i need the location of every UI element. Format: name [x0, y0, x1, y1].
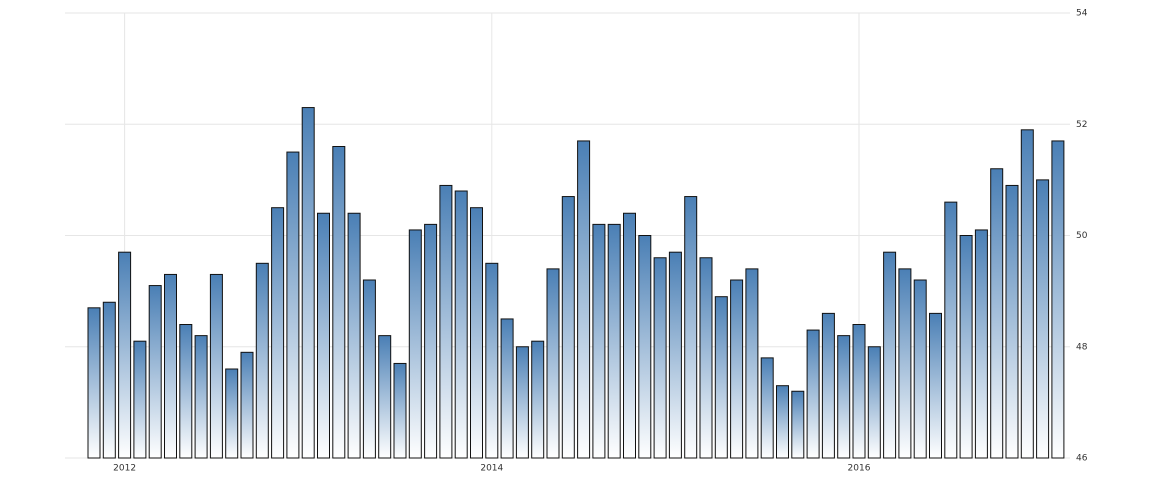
bar	[485, 262, 499, 459]
bar	[531, 340, 545, 459]
bar	[454, 190, 468, 459]
bar	[470, 207, 483, 459]
bar	[378, 335, 392, 459]
x-tick-label: 2014	[480, 464, 503, 474]
bar	[959, 235, 973, 459]
bar	[271, 207, 285, 459]
bar	[791, 390, 805, 459]
bar	[577, 140, 591, 459]
y-tick-label: 46	[1076, 454, 1088, 464]
bar	[118, 251, 132, 459]
bar	[714, 296, 728, 459]
bar	[776, 385, 789, 459]
bar	[1051, 140, 1065, 459]
bar	[286, 151, 300, 459]
bar	[592, 223, 606, 459]
bar	[806, 329, 820, 459]
bar	[821, 312, 835, 459]
bar	[974, 229, 988, 459]
bar	[362, 279, 376, 459]
bar	[317, 212, 330, 459]
y-tick-label: 52	[1076, 120, 1087, 130]
y-tick-label: 50	[1076, 231, 1088, 241]
bar	[347, 212, 361, 459]
bar	[500, 318, 514, 459]
bar	[913, 279, 927, 459]
bar	[898, 268, 912, 459]
bar	[837, 335, 851, 459]
bar	[209, 273, 223, 459]
bar	[102, 301, 116, 459]
bar	[164, 273, 177, 459]
bar	[194, 335, 208, 459]
bar	[408, 229, 422, 459]
bar	[684, 196, 698, 459]
bar	[179, 324, 193, 459]
bar	[225, 368, 239, 459]
bar	[760, 357, 774, 459]
bar	[745, 268, 759, 459]
bar	[883, 251, 897, 459]
bar	[852, 324, 866, 459]
y-tick-label: 54	[1076, 9, 1088, 19]
bar	[301, 107, 315, 459]
bar	[424, 223, 438, 459]
bar	[653, 257, 667, 459]
bar	[393, 362, 407, 459]
y-tick-label: 48	[1076, 342, 1088, 352]
bar	[1005, 184, 1019, 459]
bar	[638, 235, 652, 459]
bar	[944, 201, 958, 459]
bar	[668, 251, 682, 459]
bar	[623, 212, 636, 459]
bar	[561, 196, 575, 459]
bar	[87, 307, 101, 459]
bar	[255, 262, 269, 459]
bar	[332, 146, 346, 459]
bar	[240, 351, 254, 459]
bar	[439, 184, 453, 459]
bar	[133, 340, 147, 459]
bar	[730, 279, 744, 459]
x-tick-label: 2012	[113, 464, 136, 474]
bar	[546, 268, 560, 459]
bar	[929, 312, 942, 459]
bar	[1020, 129, 1034, 459]
x-tick-label: 2016	[848, 464, 871, 474]
bar	[867, 346, 881, 459]
bar	[607, 223, 621, 459]
bar	[990, 168, 1004, 459]
bar	[1036, 179, 1050, 459]
bar	[148, 285, 162, 459]
bar	[515, 346, 529, 459]
bar	[699, 257, 713, 459]
